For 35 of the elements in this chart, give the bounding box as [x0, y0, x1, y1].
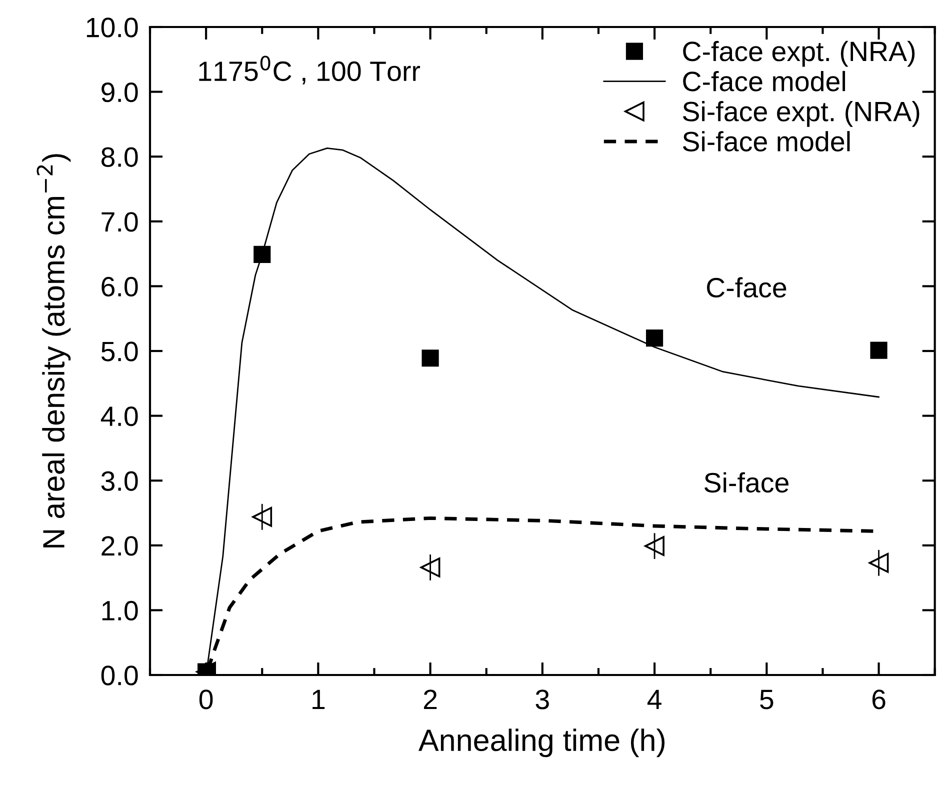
x-tick-label: 2: [424, 690, 437, 710]
y-tick-label: 5.0: [101, 342, 138, 362]
annotation: 1175$^{0}$C , 100 Torr: [199, 56, 420, 84]
y-tick-label: 10.0: [86, 18, 138, 38]
y-tick-label: 4.0: [100, 406, 138, 426]
legend-label: C-face model: [683, 70, 846, 92]
annotation: C-face: [706, 277, 786, 298]
point: [420, 558, 440, 578]
y-tick-label: 8.0: [101, 147, 138, 167]
y-tick-label: 6.0: [102, 276, 138, 297]
x-tick-label: 1: [312, 690, 325, 710]
legend-label: Si-face model: [682, 131, 850, 152]
legend-label: Si-face expt. (NRA): [682, 101, 920, 127]
x-tick-label: 4: [647, 690, 662, 710]
x-tick-label: 5: [760, 690, 774, 710]
x-tick-label: 3: [536, 690, 549, 710]
y-axis-title: N areal density (atoms cm$^{−2}$): [36, 154, 71, 548]
y-tick-label: 2.0: [102, 536, 138, 556]
point: [252, 506, 272, 527]
y-tick-label: 1.0: [102, 600, 138, 621]
y-tick-label: 3.0: [101, 471, 138, 491]
legend-label: C-face expt. (NRA): [683, 40, 915, 67]
point: [644, 536, 664, 556]
point: [646, 329, 664, 347]
x-tick-label: 0: [199, 690, 213, 710]
point: [422, 350, 439, 367]
x-tick-label: 6: [872, 690, 886, 710]
point: [254, 246, 271, 263]
y-tick-label: 7.0: [102, 212, 138, 232]
x-axis-title: Annealing time (h): [418, 728, 665, 758]
point: [868, 552, 889, 573]
annotation: Si-face: [704, 472, 788, 493]
y-tick-label: 9.0: [102, 82, 138, 102]
point: [870, 342, 888, 359]
y-tick-label: 0.0: [101, 666, 138, 686]
